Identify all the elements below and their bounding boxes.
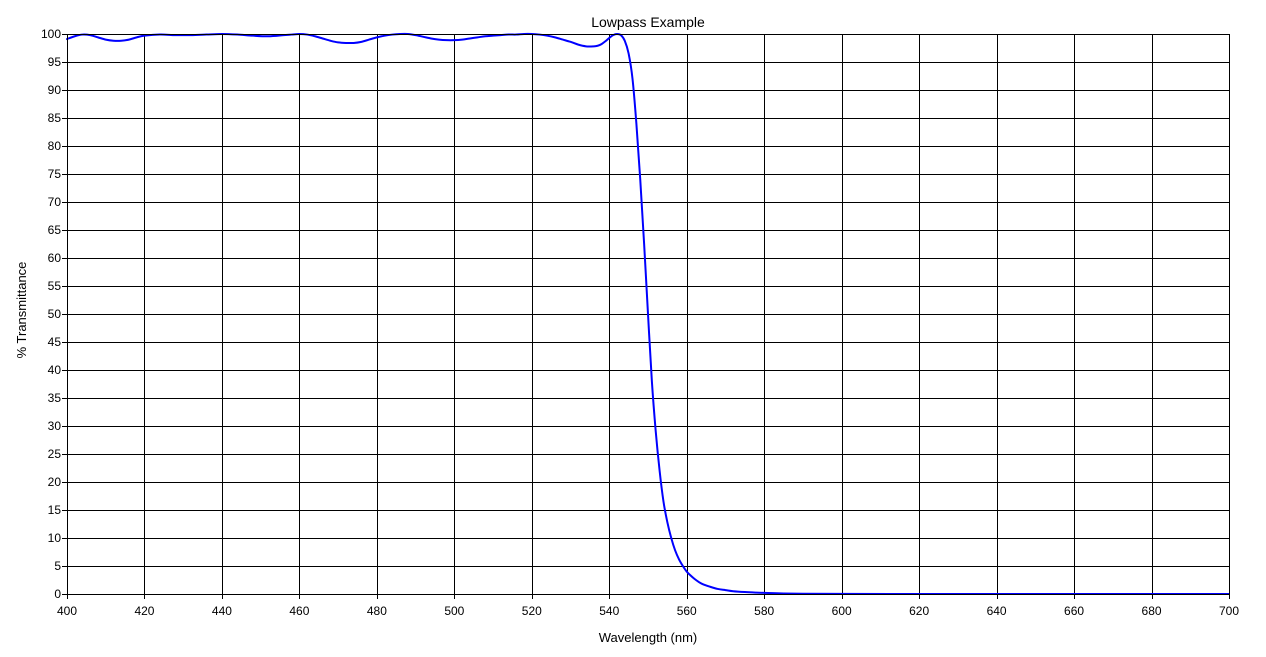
y-axis-label: % Transmittance: [14, 262, 29, 359]
grid: [62, 34, 1230, 599]
chart-title: Lowpass Example: [591, 14, 705, 30]
y-tick-label: 0: [54, 587, 61, 601]
x-tick-label: 680: [1142, 604, 1162, 618]
y-tick-label: 45: [48, 335, 62, 349]
x-tick-label: 420: [134, 604, 154, 618]
y-tick-labels: 0 5 10 15 20 25 30 35 40 45 50 55 60 65 70 75 80 85 90 95 10…: [41, 27, 61, 601]
x-tick-label: 600: [832, 604, 852, 618]
y-tick-label: 95: [48, 55, 62, 69]
x-tick-label: 580: [754, 604, 774, 618]
y-tick-label: 90: [48, 83, 62, 97]
x-tick-label: 520: [522, 604, 542, 618]
x-axis-label: Wavelength (nm): [599, 630, 698, 645]
y-tick-label: 10: [48, 531, 62, 545]
y-tick-label: 5: [54, 559, 61, 573]
y-tick-label: 100: [41, 27, 61, 41]
x-tick-label: 560: [677, 604, 697, 618]
x-tick-label: 540: [599, 604, 619, 618]
y-tick-label: 40: [48, 363, 62, 377]
x-tick-label: 460: [289, 604, 309, 618]
y-tick-label: 15: [48, 503, 62, 517]
y-tick-label: 70: [48, 195, 62, 209]
y-tick-label: 35: [48, 391, 62, 405]
y-tick-label: 30: [48, 419, 62, 433]
x-tick-label: 700: [1219, 604, 1239, 618]
y-tick-label: 25: [48, 447, 62, 461]
y-tick-label: 85: [48, 111, 62, 125]
y-tick-label: 20: [48, 475, 62, 489]
y-tick-label: 65: [48, 223, 62, 237]
x-tick-label: 480: [367, 604, 387, 618]
y-tick-label: 55: [48, 279, 62, 293]
x-tick-label: 440: [212, 604, 232, 618]
y-tick-label: 50: [48, 307, 62, 321]
x-tick-label: 660: [1064, 604, 1084, 618]
x-tick-label: 500: [444, 604, 464, 618]
x-tick-label: 400: [57, 604, 77, 618]
y-tick-label: 75: [48, 167, 62, 181]
x-tick-label: 620: [909, 604, 929, 618]
y-tick-label: 60: [48, 251, 62, 265]
x-tick-label: 640: [987, 604, 1007, 618]
x-tick-labels: 400 420 440 460 480 500 520 540 560 580 600 620 640 6…: [57, 604, 1239, 618]
plot-frame: [67, 34, 1230, 595]
y-tick-label: 80: [48, 139, 62, 153]
